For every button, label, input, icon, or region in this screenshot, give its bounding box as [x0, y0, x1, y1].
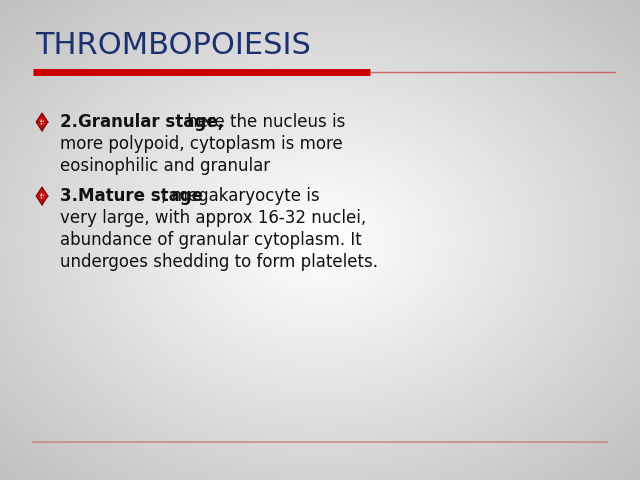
Text: 2.Granular stage,: 2.Granular stage,: [60, 113, 224, 131]
Text: 3.Mature stage: 3.Mature stage: [60, 187, 203, 205]
Text: very large, with approx 16-32 nuclei,: very large, with approx 16-32 nuclei,: [60, 209, 366, 227]
Text: eosinophilic and granular: eosinophilic and granular: [60, 157, 270, 175]
Polygon shape: [40, 119, 44, 125]
Polygon shape: [36, 187, 48, 205]
Polygon shape: [40, 192, 44, 199]
Text: here the nucleus is: here the nucleus is: [182, 113, 346, 131]
Text: more polypoid, cytoplasm is more: more polypoid, cytoplasm is more: [60, 135, 343, 153]
Text: undergoes shedding to form platelets.: undergoes shedding to form platelets.: [60, 253, 378, 271]
Text: abundance of granular cytoplasm. It: abundance of granular cytoplasm. It: [60, 231, 362, 249]
Polygon shape: [36, 113, 48, 131]
Text: , megakaryocyte is: , megakaryocyte is: [161, 187, 319, 205]
Text: THROMBOPOIESIS: THROMBOPOIESIS: [35, 31, 311, 60]
